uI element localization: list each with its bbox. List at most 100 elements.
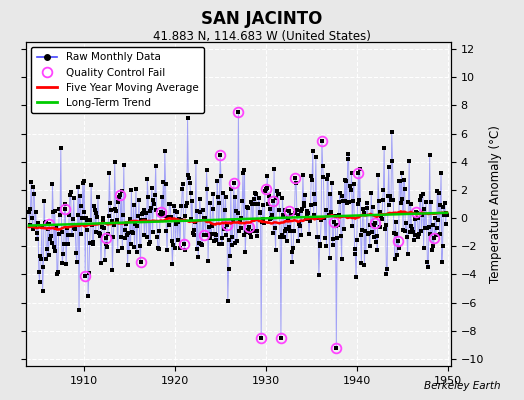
Point xyxy=(260,220,268,226)
Point xyxy=(104,231,112,237)
Point xyxy=(193,208,202,214)
Point xyxy=(225,237,234,243)
Point xyxy=(241,167,249,173)
Point xyxy=(351,251,359,257)
Point xyxy=(34,220,42,226)
Point xyxy=(56,212,64,218)
Point xyxy=(43,245,51,252)
Point xyxy=(280,227,289,234)
Point xyxy=(117,188,126,194)
Point xyxy=(327,208,335,215)
Point xyxy=(66,192,74,198)
Point xyxy=(293,212,302,218)
Point xyxy=(308,176,316,183)
Point xyxy=(280,233,288,240)
Point xyxy=(339,198,347,204)
Point xyxy=(94,194,102,200)
Point xyxy=(286,228,294,234)
Point xyxy=(110,222,118,228)
Point xyxy=(205,235,214,241)
Point xyxy=(155,246,163,252)
Point xyxy=(287,249,296,255)
Point xyxy=(425,152,434,158)
Point xyxy=(338,193,346,199)
Point xyxy=(147,204,155,211)
Point xyxy=(344,156,352,163)
Point xyxy=(432,232,440,238)
Point xyxy=(329,242,337,248)
Point xyxy=(263,185,271,192)
Point xyxy=(227,186,235,192)
Point xyxy=(404,199,412,205)
Point xyxy=(37,256,45,262)
Point xyxy=(395,245,403,252)
Point xyxy=(274,190,282,197)
Point xyxy=(97,260,105,266)
Point xyxy=(392,231,400,238)
Point xyxy=(168,237,176,244)
Point xyxy=(428,247,436,254)
Point xyxy=(285,208,293,214)
Point xyxy=(35,279,43,285)
Point xyxy=(253,228,261,234)
Point xyxy=(116,233,125,240)
Point xyxy=(373,247,381,253)
Point xyxy=(401,228,410,234)
Point xyxy=(41,219,50,226)
Point xyxy=(368,203,377,210)
Point xyxy=(133,223,141,229)
Point xyxy=(143,234,151,240)
Point xyxy=(144,194,152,200)
Point xyxy=(83,226,92,233)
Point xyxy=(124,261,132,268)
Point xyxy=(114,199,123,205)
Point xyxy=(297,208,305,214)
Point xyxy=(194,254,202,260)
Point xyxy=(188,197,196,204)
Point xyxy=(302,208,311,214)
Text: 41.883 N, 114.683 W (United States): 41.883 N, 114.683 W (United States) xyxy=(153,30,371,43)
Point xyxy=(384,192,392,199)
Point xyxy=(167,214,175,220)
Point xyxy=(75,306,83,313)
Point xyxy=(415,230,423,237)
Point xyxy=(301,192,309,198)
Point xyxy=(406,229,414,235)
Point xyxy=(126,216,134,222)
Point xyxy=(95,231,104,237)
Point xyxy=(417,192,425,199)
Point xyxy=(47,233,55,239)
Point xyxy=(363,200,372,206)
Point xyxy=(276,234,285,240)
Point xyxy=(53,269,62,276)
Point xyxy=(318,138,326,144)
Point xyxy=(69,216,77,222)
Point xyxy=(349,197,357,204)
Point xyxy=(311,201,319,208)
Point xyxy=(25,209,33,215)
Point xyxy=(209,191,217,197)
Point xyxy=(355,197,363,203)
Point xyxy=(213,178,221,184)
Point xyxy=(291,175,300,182)
Point xyxy=(196,208,205,215)
Point xyxy=(407,201,415,207)
Point xyxy=(33,236,41,242)
Point xyxy=(302,216,310,223)
Point xyxy=(82,215,90,222)
Point xyxy=(359,206,367,212)
Point xyxy=(192,159,200,166)
Point xyxy=(342,178,351,184)
Point xyxy=(101,256,109,263)
Point xyxy=(77,203,85,209)
Point xyxy=(222,232,231,238)
Point xyxy=(81,273,89,279)
Point xyxy=(409,229,417,235)
Point xyxy=(325,254,334,261)
Point xyxy=(400,186,409,192)
Point xyxy=(208,223,216,230)
Point xyxy=(343,200,351,206)
Point xyxy=(78,214,86,221)
Point xyxy=(215,200,224,206)
Point xyxy=(67,232,75,238)
